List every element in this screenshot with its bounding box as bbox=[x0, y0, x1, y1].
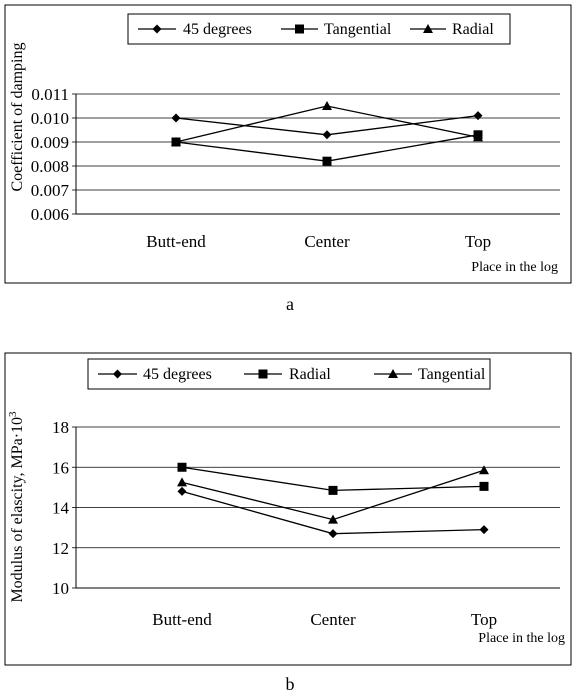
legend-marker-square bbox=[295, 24, 304, 34]
series-line-0 bbox=[181, 490, 485, 535]
panel-caption: b bbox=[286, 674, 295, 694]
y-tick-label: 14 bbox=[52, 499, 70, 518]
legend-entry: 45 degrees bbox=[143, 366, 212, 383]
legend-marker-triangle bbox=[423, 24, 433, 33]
data-point-triangle bbox=[177, 477, 187, 487]
legend-marker-diamond bbox=[113, 369, 122, 379]
chart-panel-b: 10 12 14 16 18 Butt-end Center Top Place in the … bbox=[4, 352, 572, 694]
data-point-triangle bbox=[328, 514, 338, 524]
y-tick-label: 18 bbox=[52, 418, 69, 437]
data-point-square bbox=[177, 462, 187, 472]
chart-frame bbox=[4, 352, 572, 666]
x-tick-label: Butt-end bbox=[152, 610, 212, 629]
legend-marker-square bbox=[258, 369, 268, 379]
data-point-diamond bbox=[177, 486, 187, 496]
y-tick-label: 0.006 bbox=[31, 205, 69, 224]
data-point-triangle bbox=[171, 137, 181, 146]
y-axis-label: Modulus of elascity, MPa·103 bbox=[7, 411, 26, 603]
x-tick-label: Center bbox=[310, 610, 356, 629]
data-point-square bbox=[328, 485, 338, 495]
x-tick-label: Top bbox=[471, 610, 497, 629]
data-point-triangle bbox=[473, 132, 483, 142]
chart-frame bbox=[4, 4, 572, 284]
x-tick-label: Butt-end bbox=[146, 232, 206, 251]
series-line-2 bbox=[181, 469, 485, 521]
y-tick-label: 0.007 bbox=[31, 181, 70, 200]
data-point-diamond bbox=[479, 525, 489, 535]
legend-box bbox=[87, 358, 491, 390]
data-point-diamond bbox=[171, 113, 181, 123]
y-tick-label: 12 bbox=[52, 539, 69, 558]
panel-caption: a bbox=[286, 294, 294, 314]
data-point-diamond bbox=[322, 130, 332, 140]
chart-panel-a: 0.006 0.007 0.008 0.009 0.010 0.011 Butt-end Ce… bbox=[4, 4, 572, 314]
legend-entry: Radial bbox=[289, 366, 331, 383]
data-point-diamond bbox=[473, 111, 483, 121]
x-tick-label: Center bbox=[304, 232, 350, 251]
data-point-triangle bbox=[479, 465, 489, 475]
x-tick-label: Top bbox=[465, 232, 491, 251]
y-axis-label-text: Modulus of elascity, MPa·10 bbox=[9, 417, 26, 603]
y-axis-label: Coefficient of damping bbox=[9, 43, 26, 192]
y-tick-label: 0.011 bbox=[31, 85, 69, 104]
x-axis-label: Place in the log bbox=[471, 260, 558, 275]
y-tick-label: 0.008 bbox=[31, 157, 69, 176]
data-point-triangle bbox=[322, 101, 332, 110]
y-tick-label: 10 bbox=[52, 579, 69, 598]
legend-marker-diamond bbox=[152, 24, 162, 34]
legend-marker-triangle bbox=[388, 369, 398, 378]
data-point-diamond bbox=[328, 529, 338, 539]
y-tick-label: 0.010 bbox=[31, 109, 69, 128]
legend-entry: Tangential bbox=[418, 366, 486, 383]
legend-entry: Tangential bbox=[324, 21, 392, 38]
y-axis-label-text: Coefficient of damping bbox=[9, 43, 26, 192]
y-tick-label: 0.009 bbox=[31, 133, 69, 152]
legend-entry: Radial bbox=[452, 21, 494, 38]
y-tick-label: 16 bbox=[52, 458, 69, 477]
data-point-square bbox=[479, 481, 489, 491]
legend-box bbox=[127, 13, 511, 45]
legend-entry: 45 degrees bbox=[183, 21, 252, 38]
y-axis-label-superscript: 3 bbox=[7, 411, 19, 417]
x-axis-label: Place in the log bbox=[478, 631, 565, 646]
data-point-square bbox=[322, 156, 332, 166]
